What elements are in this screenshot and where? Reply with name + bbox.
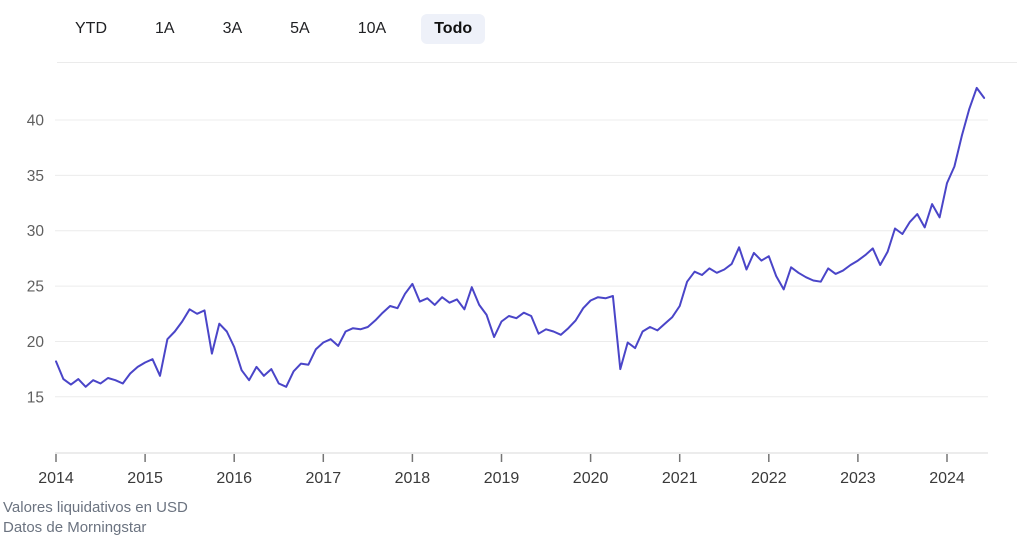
x-axis-label: 2022 [751,470,787,487]
range-bar-divider [57,62,1017,63]
range-button-10a[interactable]: 10A [345,14,399,44]
range-button-ytd[interactable]: YTD [62,14,120,44]
y-axis-label: 40 [27,113,45,130]
y-axis-label: 15 [27,389,44,406]
x-axis-label: 2018 [395,470,431,487]
chart-footnotes: Valores liquidativos en USD Datos de Mor… [3,498,188,538]
x-axis-label: 2020 [573,470,609,487]
x-axis-label: 2014 [38,470,74,487]
range-button-3a[interactable]: 3A [210,14,256,44]
x-axis-label: 2019 [484,470,520,487]
range-button-5a[interactable]: 5A [277,14,323,44]
price-line-series [55,86,986,388]
x-axis-label: 2017 [306,470,342,487]
range-button-1a[interactable]: 1A [142,14,188,44]
x-axis-label: 2023 [840,470,876,487]
y-axis-label: 30 [27,223,45,240]
y-axis-label: 35 [27,168,44,185]
x-axis-label: 2015 [127,470,163,487]
time-range-bar: YTD 1A 3A 5A 10A Todo [62,14,486,44]
x-axis-label: 2016 [216,470,252,487]
x-axis-label: 2024 [929,470,965,487]
footer-source-note: Datos de Morningstar [3,519,147,536]
range-button-todo[interactable]: Todo [421,14,486,44]
x-axis-label: 2021 [662,470,698,487]
footer-currency-note: Valores liquidativos en USD [3,499,188,516]
y-axis-label: 25 [27,279,44,296]
y-axis-label: 20 [27,334,45,351]
